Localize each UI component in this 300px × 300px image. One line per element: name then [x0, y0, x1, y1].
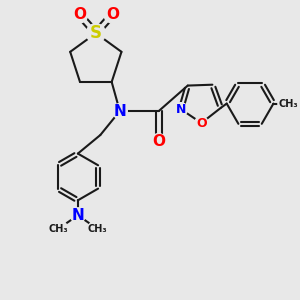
Circle shape: [104, 6, 121, 23]
Circle shape: [70, 208, 86, 223]
Circle shape: [278, 93, 299, 114]
Text: O: O: [152, 134, 165, 148]
Text: O: O: [196, 116, 207, 130]
Circle shape: [50, 220, 68, 238]
Text: CH₃: CH₃: [49, 224, 68, 234]
Text: CH₃: CH₃: [88, 224, 107, 234]
Text: N: N: [71, 208, 84, 223]
Text: S: S: [90, 24, 102, 42]
Circle shape: [195, 116, 208, 130]
Circle shape: [86, 24, 105, 43]
Text: O: O: [106, 7, 119, 22]
Text: N: N: [113, 103, 126, 118]
Circle shape: [174, 103, 188, 116]
Circle shape: [88, 220, 106, 238]
Text: CH₃: CH₃: [279, 99, 298, 109]
Text: N: N: [176, 103, 186, 116]
Circle shape: [112, 103, 127, 118]
Circle shape: [151, 134, 166, 148]
Circle shape: [71, 6, 88, 23]
Text: O: O: [73, 7, 86, 22]
